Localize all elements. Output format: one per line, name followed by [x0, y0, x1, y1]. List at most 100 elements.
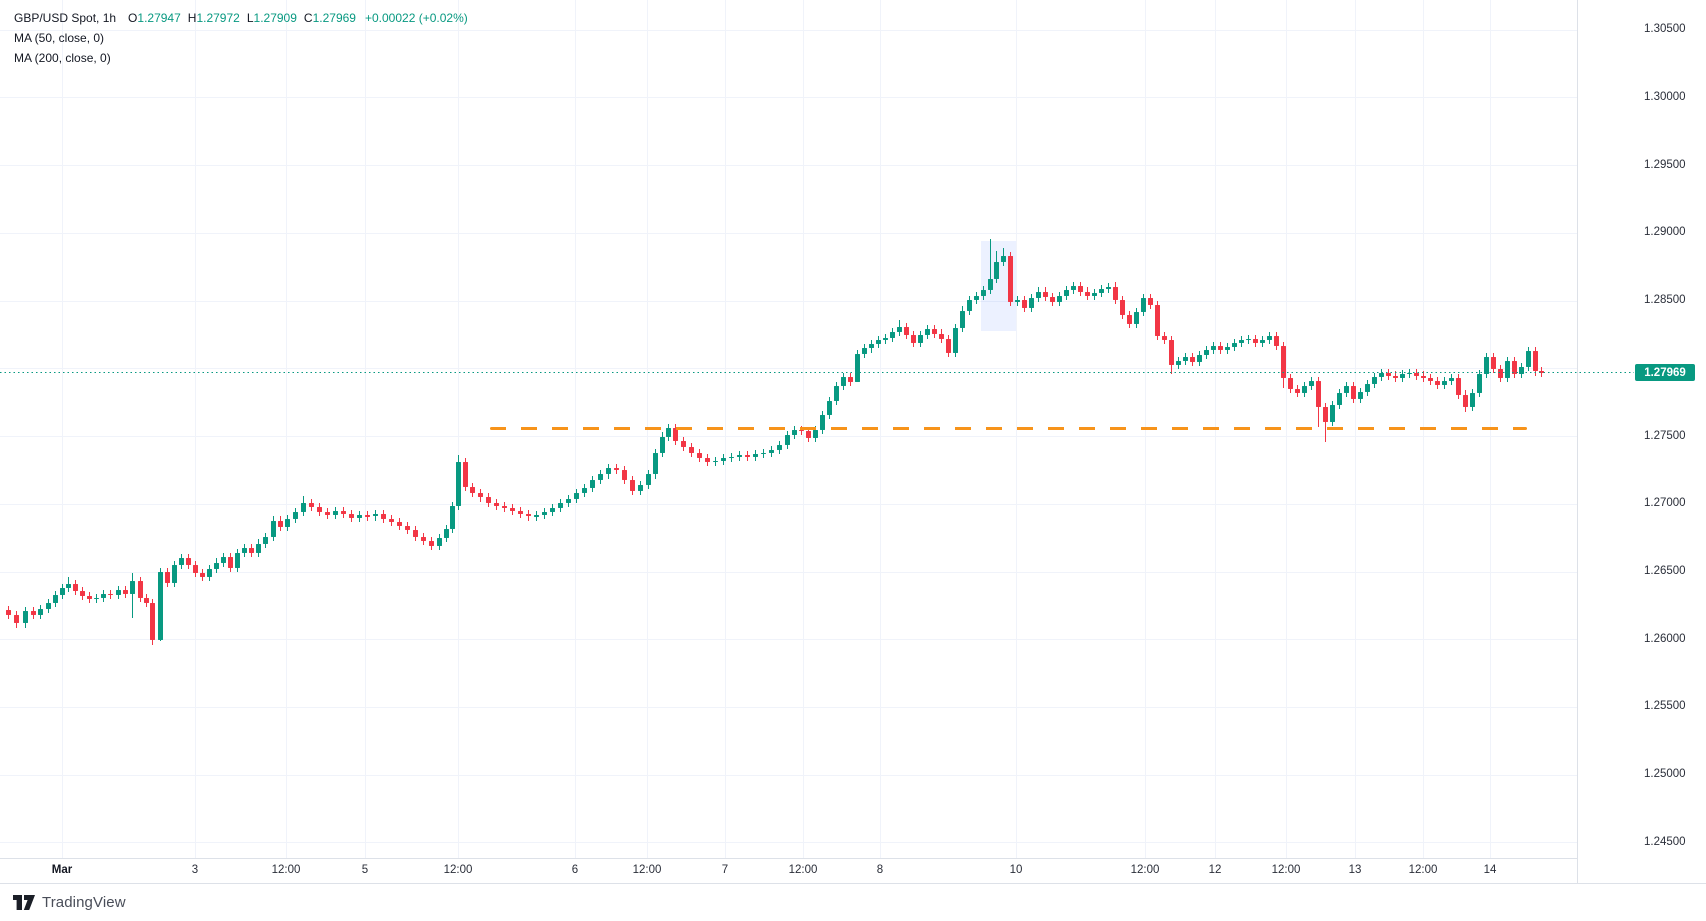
- candle: [833, 386, 839, 402]
- candle: [1476, 374, 1482, 394]
- time-tick-label: 12:00: [1130, 864, 1160, 876]
- symbol-legend-row[interactable]: GBP/USD Spot, 1h O1.27947 H1.27972 L1.27…: [14, 8, 468, 28]
- tradingview-logo-icon[interactable]: [13, 895, 35, 910]
- candle: [5, 609, 11, 616]
- candle: [597, 474, 603, 480]
- candle: [952, 328, 958, 353]
- candle: [712, 460, 718, 463]
- candle: [449, 505, 455, 529]
- candle: [37, 608, 43, 616]
- time-tick-label: 5: [361, 864, 369, 876]
- candle: [227, 557, 233, 568]
- candle: [1245, 338, 1251, 341]
- candle: [436, 538, 442, 547]
- ma50-label: MA (50, close, 0): [14, 31, 105, 45]
- ma50-legend-row[interactable]: MA (50, close, 0): [14, 28, 468, 48]
- candle: [652, 452, 658, 475]
- ma200-legend-row[interactable]: MA (200, close, 0): [14, 48, 468, 68]
- candle: [760, 452, 766, 455]
- price-tick-label: 1.27500: [1644, 429, 1686, 442]
- candle: [987, 279, 993, 291]
- candle: [1105, 287, 1111, 289]
- legend: GBP/USD Spot, 1h O1.27947 H1.27972 L1.27…: [14, 8, 468, 68]
- time-tick-label: 10: [1009, 864, 1023, 876]
- plot-area[interactable]: [0, 0, 1577, 858]
- candle: [455, 462, 461, 506]
- candle: [1175, 360, 1181, 365]
- candle: [86, 596, 92, 600]
- candle: [143, 597, 149, 604]
- price-gridline: [0, 639, 1577, 641]
- candle: [107, 593, 113, 596]
- candle: [485, 497, 491, 503]
- candle: [1266, 336, 1272, 341]
- price-tick-label: 1.25000: [1644, 768, 1686, 781]
- candle: [1329, 405, 1335, 422]
- price-gridline: [0, 29, 1577, 31]
- candle: [791, 429, 797, 436]
- candle: [1077, 286, 1083, 292]
- candle: [1056, 295, 1062, 303]
- candle: [1322, 406, 1328, 422]
- candle: [1518, 367, 1524, 375]
- candle: [157, 572, 163, 640]
- candle: [517, 511, 523, 514]
- candle: [137, 581, 143, 598]
- high-value: 1.27972: [196, 11, 240, 25]
- candle-wick: [1324, 402, 1326, 442]
- support-resistance-line[interactable]: [490, 426, 1527, 430]
- candle: [356, 515, 362, 518]
- open-value: 1.27947: [137, 11, 181, 25]
- candle: [736, 455, 742, 457]
- candle: [1392, 375, 1398, 379]
- tradingview-brand-text[interactable]: TradingView: [42, 894, 126, 911]
- time-tick-label: 13: [1348, 864, 1362, 876]
- footer: TradingView: [0, 884, 1706, 921]
- candle: [581, 488, 587, 494]
- candle: [262, 536, 268, 544]
- candle: [30, 611, 36, 616]
- candle: [980, 290, 986, 296]
- candle: [388, 519, 394, 522]
- candle: [861, 348, 867, 354]
- candle: [1133, 311, 1139, 325]
- candle: [1371, 376, 1377, 384]
- time-axis[interactable]: Mar 3 12:00 5 12:00 6 12:00 7 12:00 8 10 12:00 12 12:…: [0, 858, 1577, 884]
- candle: [525, 513, 531, 517]
- candle: [1469, 393, 1475, 407]
- candle: [1126, 314, 1132, 325]
- candle: [380, 513, 386, 520]
- candle: [854, 353, 860, 383]
- candle: [931, 329, 937, 334]
- time-tick-label: 7: [721, 864, 729, 876]
- candle: [798, 429, 804, 432]
- candle: [1189, 356, 1195, 362]
- candle: [1532, 351, 1538, 372]
- candle: [122, 589, 128, 594]
- candle: [1063, 290, 1069, 296]
- candle: [412, 530, 418, 537]
- open-pair: O1.27947: [128, 11, 181, 25]
- candle: [45, 603, 51, 609]
- time-tick-label: 12:00: [1408, 864, 1438, 876]
- time-tick-label: 14: [1483, 864, 1497, 876]
- candle: [945, 338, 951, 353]
- candle: [185, 558, 191, 566]
- open-label: O: [128, 11, 138, 25]
- candle: [1203, 349, 1209, 356]
- candle: [868, 344, 874, 349]
- candle: [1399, 374, 1405, 379]
- candle: [396, 521, 402, 526]
- price-axis[interactable]: 1.27969 1.30500 1.30000 1.29500 1.29000 1.28…: [1577, 0, 1706, 883]
- candle: [292, 512, 298, 520]
- candle: [115, 589, 121, 596]
- candle: [509, 508, 515, 512]
- candle: [1538, 371, 1544, 373]
- current-price-text: 1.27969: [1644, 366, 1686, 379]
- candle: [966, 299, 972, 311]
- price-tick-label: 1.28500: [1644, 294, 1686, 307]
- candle: [79, 590, 85, 597]
- candle: [1497, 368, 1503, 379]
- time-tick-label: 12:00: [271, 864, 301, 876]
- price-gridline: [0, 165, 1577, 167]
